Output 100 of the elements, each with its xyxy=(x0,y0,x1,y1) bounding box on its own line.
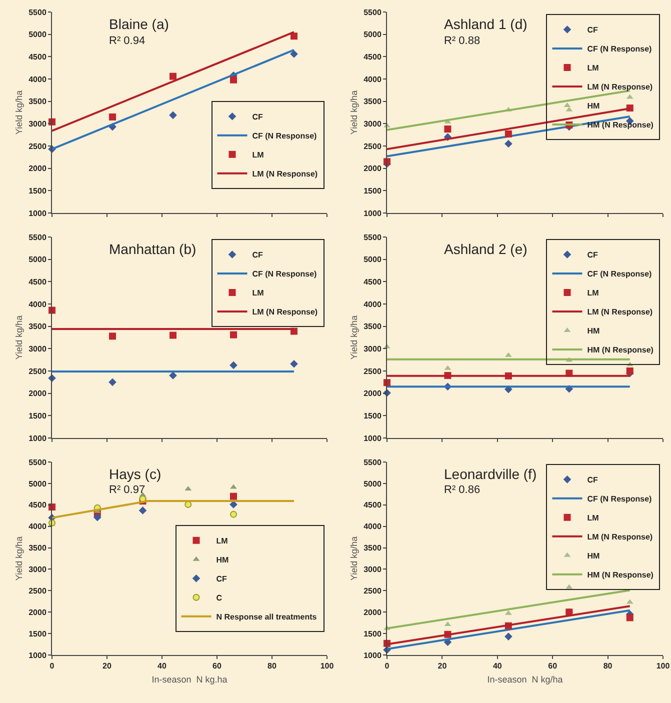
point xyxy=(93,513,102,522)
y-tick-label: 2500 xyxy=(28,586,47,596)
y-tick-label: 4500 xyxy=(28,52,47,62)
y-tick-label: 1500 xyxy=(28,186,47,196)
y-tick-label: 3000 xyxy=(28,344,47,354)
point xyxy=(290,360,298,368)
y-tick-label: 1500 xyxy=(28,629,47,638)
legend-label: LM (N Response) xyxy=(587,532,653,542)
x-tick-label: 0 xyxy=(384,662,390,671)
legend-label: CF (N Response) xyxy=(587,44,652,54)
point xyxy=(230,510,237,518)
y-tick-label: 5000 xyxy=(28,30,47,40)
legend-label: CF (N Response) xyxy=(252,270,318,279)
legend-label: HM (N Response) xyxy=(587,346,654,355)
legend-label: LM xyxy=(252,288,264,298)
y-tick-label: 5500 xyxy=(364,8,382,17)
y-tick-label: 5500 xyxy=(28,458,47,467)
legend-label: LM xyxy=(587,288,600,298)
chart-title: Ashland 2 (e) xyxy=(444,241,528,257)
y-tick-label: 2000 xyxy=(364,389,382,398)
point xyxy=(444,126,452,133)
y-tick-label: 3500 xyxy=(364,544,382,553)
y-tick-label: 3500 xyxy=(364,97,382,106)
y-tick-label: 2000 xyxy=(28,164,47,174)
legend-label: N Response all treatments xyxy=(216,612,318,622)
y-tick-label: 3500 xyxy=(28,322,47,332)
legend-label: LM (N Response) xyxy=(252,308,318,317)
x-tick-label: 100 xyxy=(656,662,670,671)
y-tick-label: 1500 xyxy=(364,629,382,638)
legend-label: C xyxy=(216,593,222,602)
legend-label: CF xyxy=(587,250,598,260)
x-axis-title: In-season N kg.ha xyxy=(152,674,228,684)
y-axis-title: Yield kg/ha xyxy=(348,536,359,581)
legend-label: CF (N Response) xyxy=(587,270,652,279)
y-tick-label: 5000 xyxy=(364,479,382,488)
y-tick-label: 2000 xyxy=(364,164,382,174)
text: R² 0.88 xyxy=(444,35,480,47)
y-tick-label: 1000 xyxy=(364,434,382,443)
point xyxy=(169,372,177,380)
y-tick-label: 3500 xyxy=(28,544,47,553)
chart-title: Hays (c) xyxy=(109,466,162,482)
x-tick-label: 0 xyxy=(50,662,55,671)
y-tick-label: 1000 xyxy=(28,208,47,218)
y-axis-title: Yield kg/ha xyxy=(14,90,24,135)
y-tick-label: 4500 xyxy=(364,277,382,286)
legend-label: LM xyxy=(216,536,228,546)
y-tick-label: 5000 xyxy=(28,255,47,264)
legend-label: HM xyxy=(587,102,600,111)
text: R² 0.86 xyxy=(444,484,480,496)
legend-label: HM (N Response) xyxy=(587,570,654,580)
y-tick-label: 2500 xyxy=(364,366,382,376)
y-tick-label: 4000 xyxy=(28,522,47,532)
y-tick-label: 1000 xyxy=(28,650,47,660)
y-tick-label: 1500 xyxy=(28,411,47,420)
y-tick-label: 2000 xyxy=(28,389,47,398)
legend-label: CF (N Response) xyxy=(587,494,652,504)
y-tick-label: 3000 xyxy=(28,565,47,574)
y-tick-label: 3000 xyxy=(364,119,382,128)
point xyxy=(230,361,238,370)
y-tick-label: 2000 xyxy=(364,608,382,617)
point xyxy=(626,614,634,622)
y-tick-label: 4500 xyxy=(28,500,47,510)
legend-label: HM (N Response) xyxy=(587,120,654,130)
x-tick-label: 40 xyxy=(158,662,167,671)
point xyxy=(230,492,237,500)
point xyxy=(169,111,177,120)
y-tick-label: 2500 xyxy=(28,142,47,151)
x-tick-label: 100 xyxy=(320,662,334,671)
legend-label: CF xyxy=(587,26,598,35)
legend-label: LM (N Response) xyxy=(587,308,653,317)
y-tick-label: 4000 xyxy=(364,300,382,309)
chart-title: Ashland 1 (d) xyxy=(444,16,528,32)
point xyxy=(170,332,176,339)
y-tick-label: 4500 xyxy=(364,500,382,510)
point xyxy=(504,632,512,640)
y-tick-label: 3500 xyxy=(28,97,47,106)
x-tick-label: 20 xyxy=(102,662,112,671)
chart-title: Blaine (a) xyxy=(109,16,169,32)
y-tick-label: 1000 xyxy=(364,208,382,218)
y-tick-label: 4000 xyxy=(364,74,382,84)
y-tick-label: 5000 xyxy=(364,255,382,264)
point xyxy=(109,332,116,340)
legend-label: HM xyxy=(587,326,600,336)
y-tick-label: 5000 xyxy=(364,30,382,40)
y-tick-label: 5500 xyxy=(28,232,47,242)
x-tick-label: 60 xyxy=(212,662,222,671)
y-tick-label: 5500 xyxy=(28,8,47,17)
legend-label: LM xyxy=(252,150,264,160)
y-tick-label: 2500 xyxy=(364,142,382,151)
y-tick-label: 3000 xyxy=(364,565,382,574)
y-tick-label: 3000 xyxy=(28,119,47,128)
y-tick-label: 1000 xyxy=(28,434,47,443)
legend-label: HM xyxy=(216,555,230,564)
y-tick-label: 2500 xyxy=(364,586,382,596)
point xyxy=(504,140,512,148)
y-tick-label: 4500 xyxy=(364,52,382,62)
point xyxy=(504,130,512,138)
legend-label: HM xyxy=(587,552,600,561)
y-tick-label: 5000 xyxy=(28,479,47,488)
y-axis-title: Yield kg/ha xyxy=(348,315,359,360)
